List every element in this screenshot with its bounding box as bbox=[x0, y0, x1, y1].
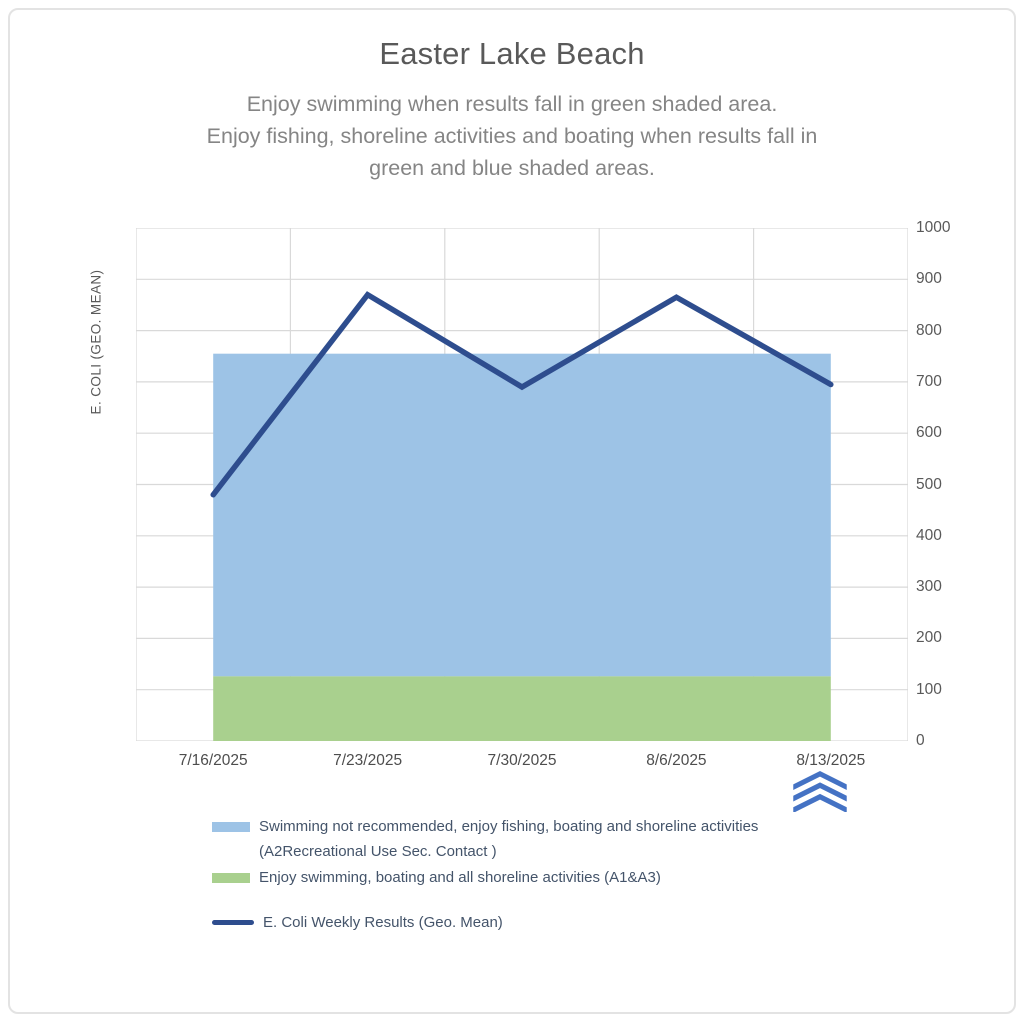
green-safe-band bbox=[213, 676, 831, 741]
y-axis-tick-label: 100 bbox=[916, 680, 942, 698]
y-axis-tick-label: 400 bbox=[916, 526, 942, 544]
y-axis-tick-label: 500 bbox=[916, 475, 942, 493]
chart-subtitle: Enjoy swimming when results fall in gree… bbox=[10, 88, 1014, 184]
y-axis-tick-label: 700 bbox=[916, 372, 942, 390]
y-axis-tick-label: 800 bbox=[916, 321, 942, 339]
green-band-swatch bbox=[212, 873, 250, 883]
subtitle-line-2: Enjoy fishing, shoreline activities and … bbox=[206, 124, 818, 148]
y-axis-tick-label: 1000 bbox=[916, 219, 951, 236]
x-axis-tick-label: 7/16/2025 bbox=[178, 752, 248, 769]
blue-advisory-band bbox=[213, 353, 831, 677]
plot-area bbox=[136, 228, 908, 741]
legend-label-line: (A2Recreational Use Sec. Contact ) bbox=[259, 843, 497, 860]
x-axis-tick-label: 8/6/2025 bbox=[646, 752, 707, 769]
legend-item-green-band: Enjoy swimming, boating and all shorelin… bbox=[212, 865, 661, 890]
y-axis-tick-label: 0 bbox=[916, 732, 925, 749]
subtitle-line-3: green and blue shaded areas. bbox=[369, 156, 655, 180]
legend-label: Swimming not recommended, enjoy fishing,… bbox=[259, 814, 758, 864]
x-axis-tick-label: 8/13/2025 bbox=[796, 752, 866, 769]
x-axis-tick-label: 7/30/2025 bbox=[487, 752, 557, 769]
triple-chevron-up-glyph bbox=[793, 770, 847, 813]
legend-item-results-line: E. Coli Weekly Results (Geo. Mean) bbox=[212, 910, 503, 935]
legend-label-line: E. Coli Weekly Results (Geo. Mean) bbox=[263, 914, 503, 931]
subtitle-line-1: Enjoy swimming when results fall in gree… bbox=[246, 92, 778, 116]
chart-title: Easter Lake Beach bbox=[379, 36, 645, 71]
blue-band-swatch bbox=[212, 822, 250, 832]
y-axis-title: E. COLI (GEO. MEAN) bbox=[88, 269, 104, 415]
y-axis-tick-label: 600 bbox=[916, 424, 942, 442]
y-axis-tick-label: 200 bbox=[916, 629, 942, 647]
legend-label: E. Coli Weekly Results (Geo. Mean) bbox=[263, 910, 503, 935]
x-axis-tick-label: 7/23/2025 bbox=[333, 752, 403, 769]
legend-label: Enjoy swimming, boating and all shorelin… bbox=[259, 865, 661, 890]
results-line-swatch bbox=[212, 920, 254, 925]
y-axis-tick-label: 300 bbox=[916, 578, 942, 596]
chart-card: Easter Lake Beach Enjoy swimming when re… bbox=[8, 8, 1016, 1014]
ecoli-results-line bbox=[210, 291, 834, 498]
chart-canvas bbox=[136, 228, 908, 741]
legend-label-line: Enjoy swimming, boating and all shorelin… bbox=[259, 869, 661, 886]
legend-item-blue-band: Swimming not recommended, enjoy fishing,… bbox=[212, 814, 758, 864]
triple-chevron-up-icon bbox=[791, 770, 849, 813]
legend-label-line: Swimming not recommended, enjoy fishing,… bbox=[259, 818, 759, 835]
y-axis-tick-label: 900 bbox=[916, 270, 942, 288]
